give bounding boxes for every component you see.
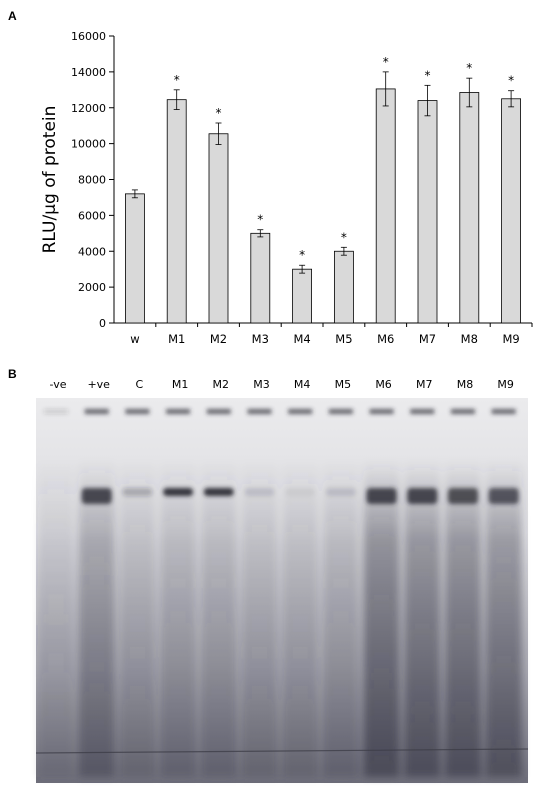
significance-star: * [383,55,389,69]
lane-label: -ve [50,378,67,391]
well-band [450,409,475,414]
significance-star: * [174,73,180,87]
shifted-band [285,488,316,496]
x-category-label: M8 [461,332,478,346]
x-category-label: M4 [293,332,310,346]
x-category-label: w [130,332,139,346]
y-tick-label: 10000 [71,138,106,151]
significance-star: * [425,68,431,82]
shifted-band [163,488,194,496]
x-category-label: M6 [377,332,394,346]
shifted-band [203,488,234,496]
well-band [491,409,516,414]
lane-smear [282,460,319,777]
bar [166,99,187,324]
band-layer [44,409,519,504]
lane-label: M1 [172,378,189,391]
bar [501,98,522,324]
gel-image: -ve +ve C M1 M2 M3 M4 M5 M6 M7 M8 M9 [35,378,529,783]
well-band [166,409,191,414]
bar [417,100,438,324]
panel-b-label: B [8,367,17,381]
y-tick-label: 8000 [78,174,106,187]
lane-smear [160,460,197,777]
well-band [206,409,231,414]
lane-label: M7 [416,378,433,391]
lane-smear [322,460,359,777]
bar [333,250,354,324]
lane-label: M2 [213,378,230,391]
well-band [369,409,394,414]
shifted-band [122,488,153,496]
shifted-band [447,488,478,504]
lane-smear [78,460,115,777]
bar [208,133,229,324]
bar [125,193,145,324]
lane-smear [241,460,278,777]
y-tick-label: 14000 [71,66,106,79]
well-band [125,409,150,414]
significance-star: * [341,230,347,244]
bar-chart: 0 2000 4000 6000 8000 10000 12000 14000 16000 RLU… [40,30,533,346]
x-category-label: M5 [335,332,352,346]
lane-smear [485,460,522,777]
x-category-label: M9 [502,332,519,346]
shifted-band [407,488,438,504]
y-tick-label: 16000 [71,30,106,43]
shifted-band [325,488,356,496]
well-band [288,409,313,414]
y-axis-label: RLU/µg of protein [40,106,60,254]
y-tick-label: 0 [99,317,106,330]
x-category-label: M1 [168,332,185,346]
lane-label: M6 [375,378,392,391]
lane-label: M4 [294,378,311,391]
significance-star: * [257,213,263,227]
y-tick-label: 12000 [71,102,106,115]
shifted-band [81,488,112,504]
smear-layer [38,460,522,777]
bar [250,232,271,324]
lane-smear [404,460,441,777]
x-category-label: M7 [419,332,436,346]
significance-star: * [466,61,472,75]
lane-smear [363,460,400,777]
lane-label: M8 [457,378,474,391]
shifted-band [244,488,275,496]
y-tick-label: 4000 [78,245,106,258]
lane-label: M5 [335,378,352,391]
y-tick-label: 6000 [78,209,106,222]
y-tick-label: 2000 [78,281,106,294]
lane-smear [38,460,74,777]
significance-star: * [216,106,222,120]
well-band [410,409,435,414]
bar [375,88,396,324]
gel-edge-line [35,748,529,754]
shifted-band [488,488,519,504]
x-category-label: M3 [252,332,269,346]
lane-label: M3 [253,378,270,391]
well-band [44,409,68,414]
lane-label: C [136,378,144,391]
lane-label: M9 [497,378,514,391]
lane-label: +ve [87,378,110,391]
well-band [328,409,353,414]
x-category-label: M2 [210,332,227,346]
significance-star: * [508,74,514,88]
significance-star: * [299,248,305,262]
lane-smear [200,460,237,777]
panel-a-label: A [8,9,17,23]
bar [459,92,480,324]
lane-smear [444,460,481,777]
bar [292,268,313,324]
well-band [247,409,272,414]
well-band [84,409,109,414]
lane-smear [119,460,156,777]
shifted-band [366,488,397,504]
